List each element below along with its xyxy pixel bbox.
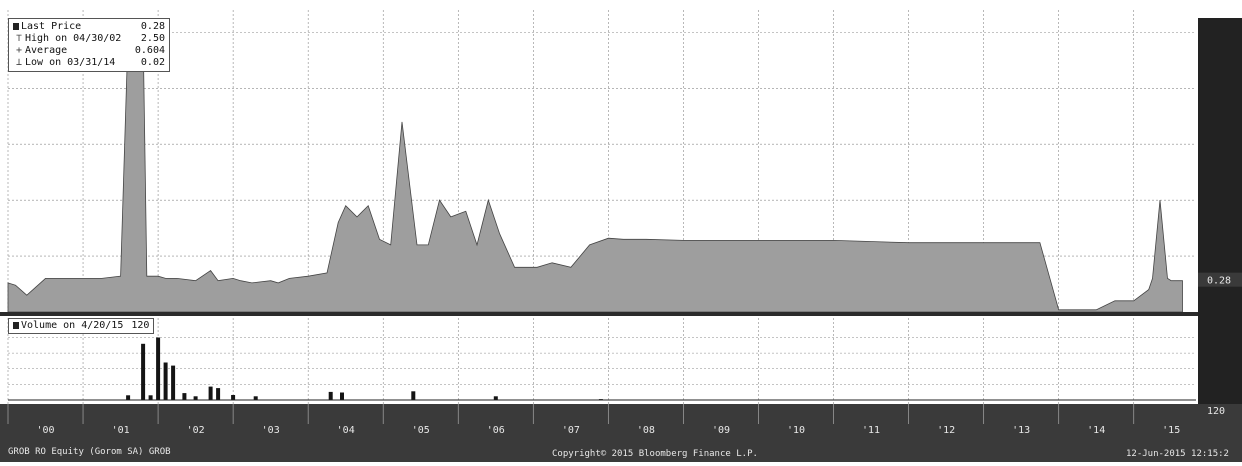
x-tick-label: '14 (1087, 425, 1105, 436)
legend-low-value: 0.02 (141, 57, 165, 69)
x-tick-label: '09 (712, 425, 730, 436)
footer-timestamp: 12-Jun-2015 12:15:2 (1126, 449, 1229, 459)
legend-low: ⊥Low on 03/31/14 0.02 (13, 57, 165, 69)
legend-average-value: 0.604 (135, 45, 165, 57)
right-value-panel: 0.28 120 (1198, 18, 1242, 417)
average-marker-icon: + (13, 45, 25, 57)
x-tick-label: '01 (112, 425, 130, 436)
volume-bar (411, 391, 415, 400)
volume-bar (329, 392, 333, 400)
legend-average: +Average 0.604 (13, 45, 165, 57)
footer-ticker: GROB RO Equity (Gorom SA) GROB (8, 447, 171, 457)
volume-bar (209, 387, 213, 400)
low-marker-icon: ⊥ (13, 57, 25, 69)
x-tick-label: '11 (862, 425, 880, 436)
high-marker-icon: ⊤ (13, 33, 25, 45)
legend-last-price: Last Price 0.28 (13, 21, 165, 33)
footer-copyright: Copyright© 2015 Bloomberg Finance L.P. (552, 449, 758, 459)
legend-volume-value: 120 (131, 320, 149, 332)
last-volume-value-label: 120 (1207, 406, 1225, 417)
x-tick-label: '12 (937, 425, 955, 436)
x-tick-label: '00 (36, 425, 54, 436)
panel-separator (0, 312, 1242, 316)
x-tick-label: '07 (562, 425, 580, 436)
volume-bar (149, 395, 153, 400)
volume-swatch (13, 322, 19, 329)
x-tick-label: '05 (412, 425, 430, 436)
volume-bar (126, 395, 130, 400)
price-legend: Last Price 0.28 ⊤High on 04/30/02 2.50 +… (8, 18, 170, 72)
legend-last-price-value: 0.28 (141, 21, 165, 33)
legend-high-label: High on 04/30/02 (25, 33, 121, 44)
last-price-value-label: 0.28 (1207, 276, 1231, 287)
x-tick-label: '03 (262, 425, 280, 436)
x-tick-label: '04 (337, 425, 355, 436)
legend-low-label: Low on 03/31/14 (25, 57, 115, 68)
volume-bar (182, 393, 186, 400)
volume-bar (340, 393, 344, 401)
volume-bar (164, 363, 168, 401)
legend-high: ⊤High on 04/30/02 2.50 (13, 33, 165, 45)
legend-volume-label: Volume on 4/20/15 (21, 320, 123, 331)
x-tick-label: '08 (637, 425, 655, 436)
x-tick-label: '15 (1162, 425, 1180, 436)
legend-last-price-label: Last Price (21, 21, 81, 32)
right-panel-background (1198, 18, 1242, 404)
x-tick-label: '13 (1012, 425, 1030, 436)
volume-bar (156, 338, 160, 401)
volume-bar (141, 344, 145, 400)
volume-bar (171, 366, 175, 400)
x-tick-label: '10 (787, 425, 805, 436)
volume-bar (231, 395, 235, 400)
volume-legend: Volume on 4/20/15 120 (8, 318, 154, 334)
last-price-swatch (13, 23, 19, 30)
legend-average-label: Average (25, 45, 67, 56)
legend-high-value: 2.50 (141, 33, 165, 45)
x-tick-label: '02 (187, 425, 205, 436)
legend-volume: Volume on 4/20/15 120 (13, 320, 149, 332)
x-tick-label: '06 (487, 425, 505, 436)
volume-bar (216, 388, 220, 400)
